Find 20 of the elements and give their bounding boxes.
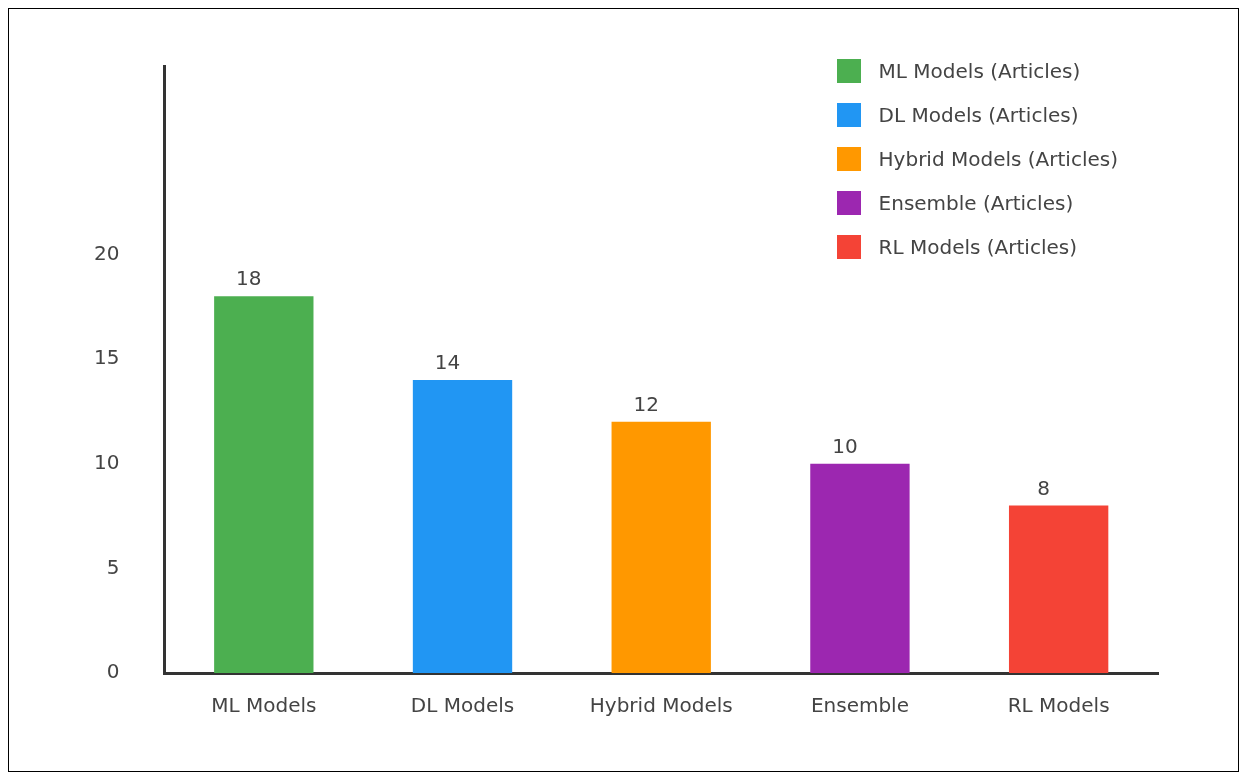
data-label: 12 <box>633 392 659 417</box>
x-tick-label: Hybrid Models <box>589 693 733 718</box>
data-label: 10 <box>832 433 858 458</box>
x-tick-label: ML Models <box>211 693 317 718</box>
y-tick-label: 20 <box>94 240 120 265</box>
y-tick-label: 5 <box>106 554 120 579</box>
legend-label: Ensemble (Articles) <box>878 191 1074 215</box>
data-label: 8 <box>1037 475 1051 500</box>
legend-label: DL Models (Articles) <box>878 103 1079 127</box>
x-tick-label: DL Models <box>410 693 515 718</box>
data-label: 14 <box>434 350 461 375</box>
x-tick-label: RL Models <box>1007 693 1110 718</box>
y-tick-label: 10 <box>94 449 120 474</box>
legend-label: RL Models (Articles) <box>878 235 1077 259</box>
legend-label: Hybrid Models (Articles) <box>878 147 1118 171</box>
y-tick-label: 0 <box>106 659 120 684</box>
data-label: 18 <box>236 266 262 291</box>
y-tick-label: 15 <box>94 345 120 370</box>
x-tick-label: Ensemble <box>810 693 909 718</box>
legend-label: ML Models (Articles) <box>878 59 1081 83</box>
